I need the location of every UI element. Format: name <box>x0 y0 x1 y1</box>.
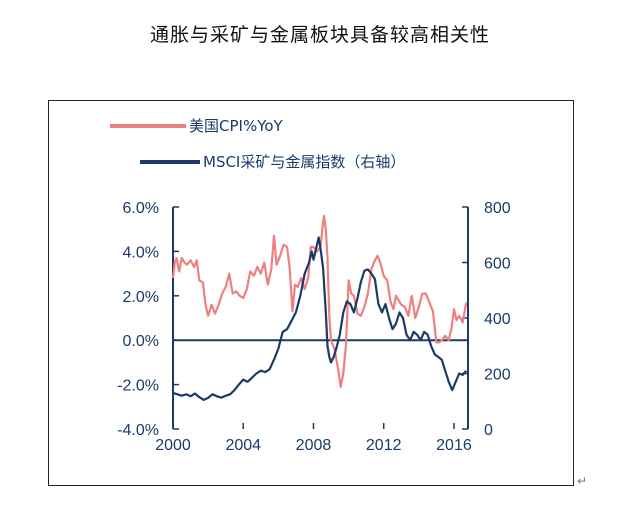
x-tick-label: 2004 <box>225 437 261 454</box>
legend-label-cpi: 美国CPI%YoY <box>189 117 284 135</box>
left-tick-label: 2.0% <box>123 289 159 306</box>
return-mark: ↵ <box>577 474 588 488</box>
right-tick-label: 200 <box>484 367 511 384</box>
series-line-cpi <box>171 214 468 388</box>
series-line-msci <box>172 236 468 401</box>
left-tick-label: -2.0% <box>117 378 159 395</box>
left-tick-label: 6.0% <box>123 200 159 217</box>
legend-label-msci: MSCI采矿与金属指数（右轴） <box>203 153 405 171</box>
x-tick-label: 2008 <box>296 437 332 454</box>
legend: 美国CPI%YoY MSCI采矿与金属指数（右轴） <box>110 117 405 171</box>
axes: 6.0%4.0%2.0%0.0%-2.0%-4.0%80060040020002… <box>117 200 511 454</box>
left-tick-label: 0.0% <box>123 333 159 350</box>
x-tick-label: 2012 <box>366 437 402 454</box>
left-tick-label: -4.0% <box>117 422 159 439</box>
page-title: 通胀与采矿与金属板块具备较高相关性 <box>149 24 490 46</box>
x-tick-label: 2016 <box>436 437 472 454</box>
right-tick-label: 0 <box>484 422 493 439</box>
chart-frame <box>48 100 574 486</box>
right-tick-label: 800 <box>484 200 511 217</box>
right-tick-label: 600 <box>484 256 511 273</box>
left-tick-label: 4.0% <box>123 244 159 261</box>
series-lines <box>171 214 468 401</box>
right-tick-label: 400 <box>484 311 511 328</box>
x-tick-label: 2000 <box>155 437 191 454</box>
